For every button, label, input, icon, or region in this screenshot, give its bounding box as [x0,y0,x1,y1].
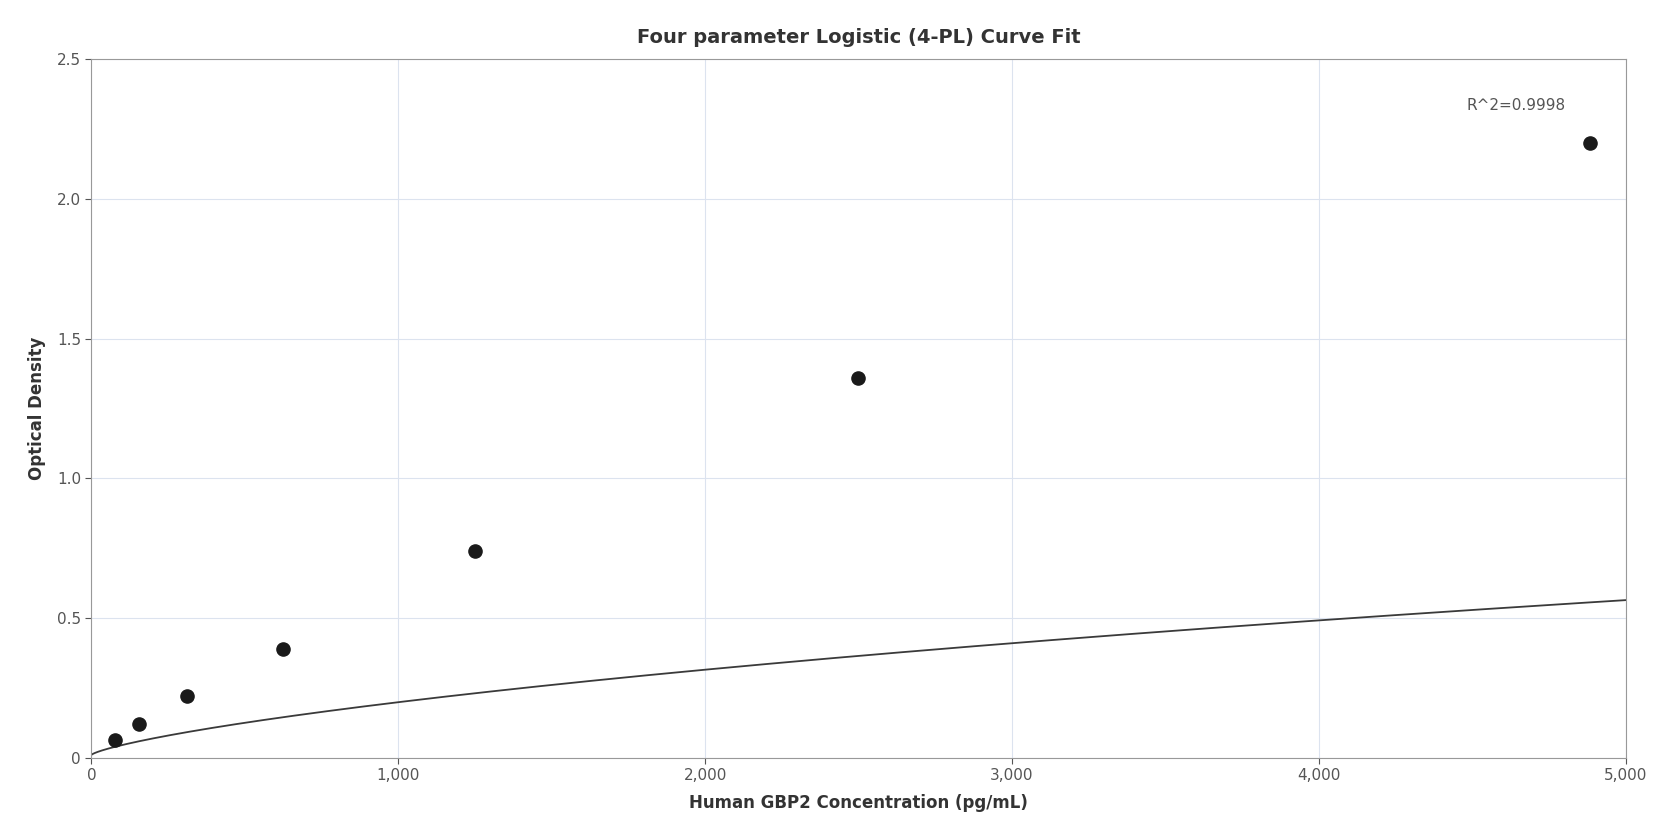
Point [1576,137,1603,150]
Point [462,544,489,558]
Point [270,642,296,655]
Text: R^2=0.9998: R^2=0.9998 [1467,97,1566,113]
Point [846,371,873,385]
X-axis label: Human GBP2 Concentration (pg/mL): Human GBP2 Concentration (pg/mL) [688,795,1028,812]
Title: Four parameter Logistic (4-PL) Curve Fit: Four parameter Logistic (4-PL) Curve Fit [636,28,1080,47]
Point [102,732,129,746]
Point [126,717,152,731]
Y-axis label: Optical Density: Optical Density [28,337,45,480]
Point [174,690,201,703]
